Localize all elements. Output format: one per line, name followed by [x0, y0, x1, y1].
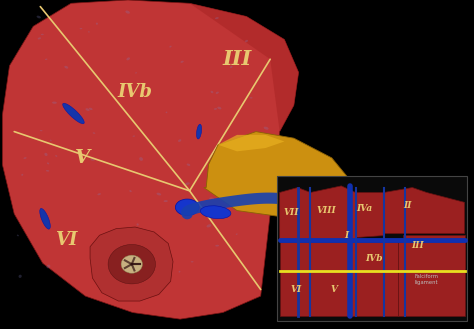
Ellipse shape: [126, 295, 131, 298]
Ellipse shape: [89, 108, 92, 110]
Ellipse shape: [249, 97, 253, 98]
Ellipse shape: [133, 136, 135, 137]
Ellipse shape: [236, 234, 237, 235]
Ellipse shape: [64, 66, 68, 69]
Text: IVb: IVb: [118, 83, 153, 101]
Ellipse shape: [165, 112, 167, 113]
Ellipse shape: [46, 170, 49, 172]
Ellipse shape: [201, 206, 231, 219]
Ellipse shape: [45, 153, 47, 156]
Polygon shape: [204, 132, 351, 217]
Text: Falciform
ligament: Falciform ligament: [415, 274, 439, 285]
Ellipse shape: [24, 157, 27, 159]
Ellipse shape: [187, 164, 190, 166]
Text: I: I: [344, 231, 348, 240]
Text: VI: VI: [55, 231, 78, 249]
Ellipse shape: [157, 282, 161, 286]
Polygon shape: [190, 3, 299, 132]
Ellipse shape: [96, 23, 98, 25]
Polygon shape: [398, 242, 465, 316]
Ellipse shape: [209, 197, 215, 200]
Ellipse shape: [127, 57, 130, 60]
Ellipse shape: [40, 130, 43, 131]
Ellipse shape: [156, 193, 161, 195]
Ellipse shape: [50, 139, 52, 141]
Polygon shape: [280, 188, 310, 240]
Text: IVb: IVb: [366, 254, 383, 263]
Ellipse shape: [164, 200, 168, 202]
Ellipse shape: [52, 102, 57, 104]
Ellipse shape: [21, 174, 23, 176]
Ellipse shape: [91, 159, 95, 161]
Ellipse shape: [80, 28, 82, 29]
Ellipse shape: [47, 163, 49, 164]
Ellipse shape: [41, 34, 44, 35]
Ellipse shape: [214, 108, 217, 110]
Text: VIII: VIII: [316, 206, 336, 215]
Ellipse shape: [135, 72, 137, 73]
Ellipse shape: [93, 132, 95, 134]
Polygon shape: [310, 186, 356, 240]
Ellipse shape: [245, 40, 248, 42]
Ellipse shape: [129, 190, 132, 192]
Polygon shape: [356, 192, 384, 237]
Ellipse shape: [126, 11, 130, 14]
Ellipse shape: [179, 271, 181, 272]
Ellipse shape: [107, 276, 110, 278]
Ellipse shape: [191, 261, 193, 263]
Text: V: V: [75, 149, 91, 167]
Ellipse shape: [121, 255, 142, 273]
Text: VII: VII: [284, 208, 299, 217]
Ellipse shape: [178, 139, 182, 142]
Ellipse shape: [169, 46, 172, 47]
Ellipse shape: [85, 108, 90, 111]
Polygon shape: [356, 242, 398, 316]
Ellipse shape: [264, 127, 269, 130]
Ellipse shape: [98, 193, 101, 195]
Polygon shape: [218, 135, 284, 151]
Ellipse shape: [262, 160, 266, 163]
Polygon shape: [384, 188, 465, 234]
Ellipse shape: [217, 107, 221, 109]
Ellipse shape: [181, 61, 184, 63]
Ellipse shape: [37, 38, 41, 39]
Ellipse shape: [207, 224, 211, 227]
Polygon shape: [90, 227, 173, 301]
Ellipse shape: [230, 66, 233, 68]
Ellipse shape: [88, 31, 90, 33]
Text: IVa: IVa: [356, 204, 372, 214]
Ellipse shape: [46, 265, 50, 268]
Ellipse shape: [40, 209, 50, 229]
Ellipse shape: [210, 91, 213, 93]
Ellipse shape: [215, 17, 219, 19]
Ellipse shape: [45, 59, 47, 60]
Text: VI: VI: [291, 285, 302, 294]
Polygon shape: [403, 235, 465, 270]
Text: III: III: [411, 240, 423, 250]
Circle shape: [175, 199, 199, 215]
Ellipse shape: [139, 157, 143, 161]
Ellipse shape: [18, 275, 22, 278]
Ellipse shape: [137, 223, 139, 226]
Ellipse shape: [185, 182, 190, 185]
Polygon shape: [310, 242, 356, 316]
Ellipse shape: [55, 155, 57, 157]
Text: III: III: [222, 49, 252, 69]
Ellipse shape: [17, 235, 19, 236]
Ellipse shape: [214, 172, 218, 176]
Text: II: II: [403, 201, 412, 210]
Ellipse shape: [216, 92, 219, 94]
Polygon shape: [280, 242, 310, 316]
Ellipse shape: [36, 16, 41, 18]
Ellipse shape: [197, 124, 201, 139]
Text: V: V: [331, 285, 337, 294]
FancyBboxPatch shape: [277, 176, 467, 321]
Ellipse shape: [108, 244, 155, 284]
Ellipse shape: [215, 245, 219, 246]
Polygon shape: [2, 0, 299, 319]
Ellipse shape: [63, 103, 84, 124]
